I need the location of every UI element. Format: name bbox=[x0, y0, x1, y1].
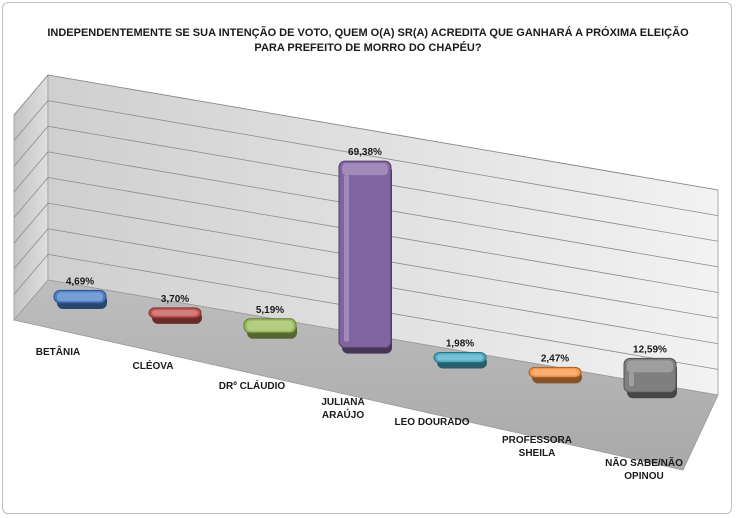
category-label-line: BETÂNIA bbox=[36, 345, 80, 358]
bars bbox=[53, 160, 677, 399]
category-label-line: OPINOU bbox=[624, 471, 663, 482]
bar-2 bbox=[148, 307, 202, 324]
category-label-6: PROFESSORA SHEILA bbox=[502, 435, 572, 459]
bar-1 bbox=[53, 289, 107, 309]
gridline-side bbox=[13, 202, 49, 244]
value-label-3: 5,19% bbox=[256, 305, 284, 316]
gridline-side bbox=[13, 177, 49, 218]
value-label-2: 3,70% bbox=[161, 294, 189, 305]
bar-7 bbox=[623, 357, 677, 399]
category-label-line: ARAÚJO bbox=[322, 408, 364, 421]
value-label-5: 1,98% bbox=[446, 338, 474, 349]
bar-6 bbox=[528, 366, 582, 384]
bar-highlight bbox=[344, 175, 349, 342]
bar-top-face bbox=[437, 354, 483, 361]
chart-title-line-1: INDEPENDENTEMENTE SE SUA INTENÇÃO DE VOT… bbox=[47, 27, 689, 39]
gridline-side bbox=[13, 100, 49, 141]
category-label-line: SHEILA bbox=[519, 448, 556, 459]
bar-4 bbox=[338, 160, 392, 354]
bar-3 bbox=[243, 318, 297, 339]
category-label-line: LEO DOURADO bbox=[395, 417, 470, 428]
floor bbox=[13, 279, 719, 471]
bar-top-face bbox=[57, 292, 103, 301]
bar-5 bbox=[433, 351, 487, 369]
gridline-side bbox=[13, 151, 49, 193]
gridline-side bbox=[13, 228, 49, 270]
category-label-7: NÃO SABE/NÃO OPINOU bbox=[605, 456, 683, 482]
gridline-side bbox=[13, 125, 49, 167]
category-label-4: JULIANA ARAÚJO bbox=[321, 397, 364, 421]
chart-title: INDEPENDENTEMENTE SE SUA INTENÇÃO DE VOT… bbox=[40, 26, 696, 56]
bar-highlight bbox=[629, 372, 634, 387]
category-label-2: CLÉOVA bbox=[133, 359, 174, 372]
category-label-line: DRº CLÁUDIO bbox=[219, 379, 286, 392]
gridline-back bbox=[47, 74, 719, 191]
category-label-line: CLÉOVA bbox=[133, 359, 174, 372]
chart-title-line-2: PARA PREFEITO DE MORRO DO CHAPÉU? bbox=[254, 42, 482, 54]
category-label-line: PROFESSORA bbox=[502, 435, 572, 446]
category-label-3: DRº CLÁUDIO bbox=[219, 379, 286, 392]
bar-top-face bbox=[532, 369, 578, 376]
value-label-7: 12,59% bbox=[633, 344, 667, 355]
category-label-1: BETÂNIA bbox=[36, 345, 80, 358]
bar-top-face bbox=[247, 320, 293, 331]
value-label-4: 69,38% bbox=[348, 147, 382, 158]
gridline-side bbox=[13, 74, 49, 116]
gridline-back bbox=[47, 100, 719, 217]
category-label-line: NÃO SABE/NÃO bbox=[605, 456, 683, 469]
value-label-1: 4,69% bbox=[66, 276, 94, 287]
bar-top-face bbox=[342, 163, 388, 176]
value-label-6: 2,47% bbox=[541, 353, 569, 364]
category-label-line: JULIANA bbox=[321, 397, 364, 408]
bar-body bbox=[338, 160, 392, 349]
category-label-5: LEO DOURADO bbox=[395, 417, 470, 428]
labels: 4,69% 3,70% 5,19% 69,38% 1,98% 2,47% 12,59% BET… bbox=[36, 147, 683, 482]
bar-top-face bbox=[152, 309, 198, 316]
gridline-side bbox=[13, 254, 49, 295]
bar-top-face bbox=[627, 360, 673, 373]
